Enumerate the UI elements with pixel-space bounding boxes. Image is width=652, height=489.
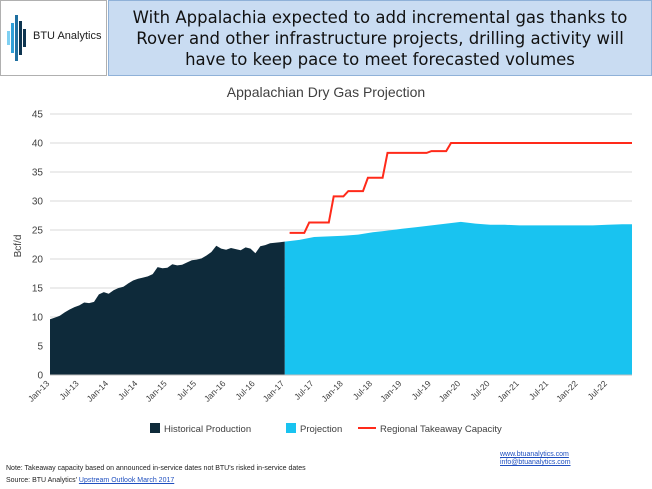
x-tick-label: Jan-19 bbox=[378, 378, 404, 404]
y-axis-ticks: 0 5 10 15 20 25 30 35 40 45 bbox=[32, 110, 44, 382]
y-tick-label: 35 bbox=[32, 168, 44, 179]
x-tick-label: Jul-20 bbox=[468, 378, 492, 402]
x-axis-ticks: Jan-13 Jul-13 Jan-14 Jul-14 Jan-15 Jul-15 Jan-… bbox=[26, 374, 632, 404]
regional-takeaway-capacity-line bbox=[289, 142, 632, 234]
legend-swatch-historical bbox=[150, 423, 160, 433]
plot-areas bbox=[50, 221, 632, 375]
x-tick-label: Jul-15 bbox=[175, 378, 199, 402]
y-tick-label: 15 bbox=[32, 284, 44, 295]
footer-email-link[interactable]: info@btuanalytics.com bbox=[500, 459, 571, 466]
chart-title: Appalachian Dry Gas Projection bbox=[227, 84, 425, 100]
logo-bar bbox=[7, 31, 10, 45]
logo-bar bbox=[11, 23, 14, 53]
legend-label-historical: Historical Production bbox=[164, 424, 251, 435]
x-tick-label: Jan-13 bbox=[26, 378, 52, 404]
footer-source-link[interactable]: Upstream Outlook March 2017 bbox=[78, 477, 175, 484]
x-tick-label: Jul-17 bbox=[292, 378, 316, 402]
y-axis-label: Bcf/d bbox=[13, 235, 24, 258]
x-tick-label: Jul-19 bbox=[409, 378, 433, 402]
headline-box: With Appalachia expected to add incremen… bbox=[108, 0, 652, 76]
legend-label-takeaway: Regional Takeaway Capacity bbox=[380, 424, 502, 435]
x-tick-label: Jan-16 bbox=[202, 378, 228, 404]
legend-swatch-projection bbox=[286, 423, 296, 433]
logo-bar bbox=[19, 21, 22, 55]
y-tick-label: 25 bbox=[32, 226, 44, 237]
x-tick-label: Jan-21 bbox=[495, 378, 521, 404]
plot-lines bbox=[289, 142, 632, 234]
x-tick-label: Jan-22 bbox=[554, 378, 580, 404]
x-tick-label: Jul-21 bbox=[527, 378, 551, 402]
x-tick-label: Jul-22 bbox=[586, 378, 610, 402]
y-tick-label: 0 bbox=[37, 371, 43, 382]
x-tick-label: Jan-17 bbox=[261, 378, 287, 404]
x-tick-label: Jul-13 bbox=[57, 378, 81, 402]
y-tick-label: 40 bbox=[32, 139, 44, 150]
y-tick-label: 30 bbox=[32, 197, 44, 208]
x-tick-label: Jan-14 bbox=[85, 378, 111, 404]
y-tick-label: 20 bbox=[32, 255, 44, 266]
footer-note: Note: Takeaway capacity based on announc… bbox=[6, 465, 306, 472]
x-tick-label: Jul-18 bbox=[351, 378, 375, 402]
headline: With Appalachia expected to add incremen… bbox=[132, 7, 628, 69]
x-tick-label: Jul-14 bbox=[116, 378, 140, 402]
chart: Appalachian Dry Gas Projection Bcf/d 0 5 1… bbox=[13, 84, 632, 435]
projection-area bbox=[284, 221, 632, 375]
logo: BTU Analytics bbox=[0, 0, 107, 76]
x-tick-label: Jul-16 bbox=[233, 378, 257, 402]
footer-website-link[interactable]: www.btuanalytics.com bbox=[500, 451, 569, 458]
historical-production-area bbox=[50, 241, 285, 375]
y-tick-label: 5 bbox=[37, 342, 43, 353]
logo-text: BTU Analytics bbox=[33, 30, 102, 42]
legend: Historical Production Projection Regiona… bbox=[150, 423, 502, 435]
y-tick-label: 10 bbox=[32, 313, 44, 324]
footer-source-prefix: Source: BTU Analytics' bbox=[6, 477, 79, 484]
x-tick-label: Jan-15 bbox=[143, 378, 169, 404]
legend-label-projection: Projection bbox=[300, 424, 342, 435]
logo-bars-icon bbox=[7, 15, 26, 61]
logo-bar bbox=[15, 15, 18, 61]
footer-source: Source: BTU Analytics' Upstream Outlook … bbox=[6, 477, 174, 484]
x-tick-label: Jan-18 bbox=[319, 378, 345, 404]
header: BTU Analytics With Appalachia expected t… bbox=[0, 0, 652, 76]
logo-bar bbox=[23, 29, 26, 47]
x-tick-label: Jan-20 bbox=[437, 378, 463, 404]
y-tick-label: 45 bbox=[32, 110, 44, 121]
